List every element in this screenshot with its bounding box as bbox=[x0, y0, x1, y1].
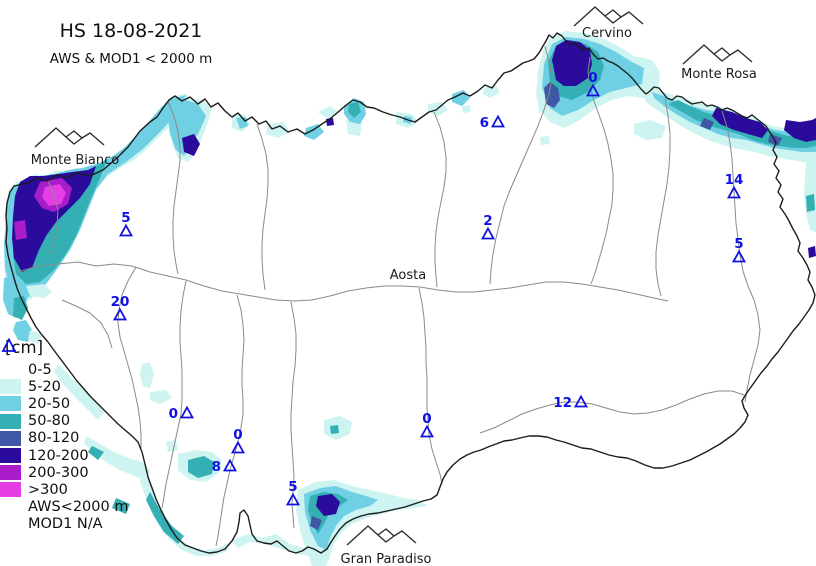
station-marker: 5 bbox=[731, 236, 747, 263]
station-marker: 8 bbox=[212, 458, 238, 475]
legend-label: 0-5 bbox=[28, 361, 52, 378]
mod1-swatch bbox=[0, 517, 21, 532]
station-triangle-icon bbox=[726, 185, 742, 199]
station-value: 2 bbox=[483, 213, 492, 229]
station-triangle-icon bbox=[480, 226, 496, 240]
subregion-boundaries bbox=[17, 45, 761, 547]
station-triangle-icon bbox=[490, 114, 506, 128]
place-labels: Cervino Monte Rosa Monte Bianco Aosta Gran P… bbox=[31, 26, 757, 566]
legend-row: 0-5 bbox=[0, 361, 150, 378]
station-marker: 2 bbox=[480, 213, 496, 240]
station-value: 0 bbox=[588, 70, 597, 86]
station-marker: 12 bbox=[553, 394, 589, 411]
place-label: Monte Bianco bbox=[31, 153, 120, 168]
legend-row: 80-120 bbox=[0, 430, 150, 447]
station-triangle-icon bbox=[573, 394, 589, 408]
station-value: 5 bbox=[734, 236, 743, 252]
map-subtitle: AWS & MOD1 < 2000 m bbox=[49, 51, 213, 67]
legend-row: 50-80 bbox=[0, 413, 150, 430]
station-value: 6 bbox=[480, 115, 489, 131]
place-label: Gran Paradiso bbox=[341, 552, 432, 566]
station-triangle-icon bbox=[230, 440, 246, 454]
legend-label: 50-80 bbox=[28, 413, 71, 430]
station-marker: 0 bbox=[419, 411, 435, 438]
station-marker: 0 bbox=[230, 427, 246, 454]
legend-swatch bbox=[0, 465, 21, 481]
station-triangle-icon bbox=[585, 83, 601, 97]
station-value: 0 bbox=[233, 427, 242, 443]
station-marker: 5 bbox=[118, 210, 134, 237]
station-value: 12 bbox=[553, 395, 572, 411]
station-triangle-icon bbox=[731, 249, 747, 263]
mountain-icon bbox=[34, 127, 105, 148]
mountain-icon bbox=[682, 44, 753, 65]
station-value: 5 bbox=[288, 479, 297, 495]
legend-swatch bbox=[0, 362, 21, 378]
legend-color-rows: 0-5 5-20 20-50 50-80 80-120 120-200 200-300 >30… bbox=[0, 361, 150, 499]
legend-label: 200-300 bbox=[28, 464, 89, 481]
place-label: Monte Rosa bbox=[681, 67, 757, 82]
legend-label: 5-20 bbox=[28, 378, 61, 395]
legend-row: 20-50 bbox=[0, 395, 150, 412]
legend: [cm] 0-5 5-20 20-50 50-80 80-120 120-200 200-3… bbox=[0, 338, 150, 533]
legend-swatch bbox=[0, 413, 21, 429]
station-value: 8 bbox=[212, 459, 221, 475]
station-value: 0 bbox=[169, 406, 178, 422]
station-value: 20 bbox=[111, 294, 130, 310]
legend-label: 20-50 bbox=[28, 395, 71, 412]
station-triangle-icon bbox=[118, 223, 134, 237]
station-triangle-icon bbox=[285, 492, 301, 506]
map-title: HS 18-08-2021 bbox=[59, 20, 203, 42]
legend-label-aws: AWS<2000 m bbox=[28, 499, 129, 516]
legend-swatch bbox=[0, 396, 21, 412]
legend-row: 200-300 bbox=[0, 464, 150, 481]
station-value: 14 bbox=[725, 172, 744, 188]
station-triangle-icon bbox=[419, 424, 435, 438]
legend-row: >300 bbox=[0, 481, 150, 498]
station-value: 0 bbox=[422, 411, 431, 427]
mountain-icon bbox=[346, 525, 417, 546]
station-marker: 0 bbox=[585, 70, 601, 97]
legend-row: 5-20 bbox=[0, 378, 150, 395]
legend-swatch bbox=[0, 482, 21, 498]
station-marker: 14 bbox=[725, 172, 744, 199]
station-triangle-icon bbox=[222, 458, 238, 472]
legend-row-aws: AWS<2000 m bbox=[0, 338, 150, 516]
mountain-icon bbox=[573, 6, 644, 27]
station-triangle-icon bbox=[112, 307, 128, 321]
station-value: 5 bbox=[121, 210, 130, 226]
legend-label-mod1: MOD1 N/A bbox=[28, 516, 103, 533]
legend-unit-label: [cm] bbox=[5, 338, 44, 357]
legend-label: 80-120 bbox=[28, 430, 80, 447]
aws-triangle-icon bbox=[0, 338, 21, 515]
legend-label: >300 bbox=[28, 481, 68, 498]
station-marker: 20 bbox=[111, 294, 130, 321]
legend-swatch bbox=[0, 448, 21, 464]
station-marker: 0 bbox=[169, 405, 195, 422]
place-label: Cervino bbox=[582, 26, 632, 41]
legend-row: 120-200 bbox=[0, 447, 150, 464]
region-border bbox=[5, 32, 816, 554]
legend-swatch bbox=[0, 430, 21, 446]
legend-label: 120-200 bbox=[28, 447, 89, 464]
legend-row-mod1: MOD1 N/A bbox=[0, 516, 150, 533]
place-label: Aosta bbox=[390, 268, 426, 283]
legend-swatch bbox=[0, 379, 21, 395]
station-marker: 5 bbox=[285, 479, 301, 506]
station-triangle-icon bbox=[179, 405, 195, 419]
station-marker: 6 bbox=[480, 114, 506, 131]
